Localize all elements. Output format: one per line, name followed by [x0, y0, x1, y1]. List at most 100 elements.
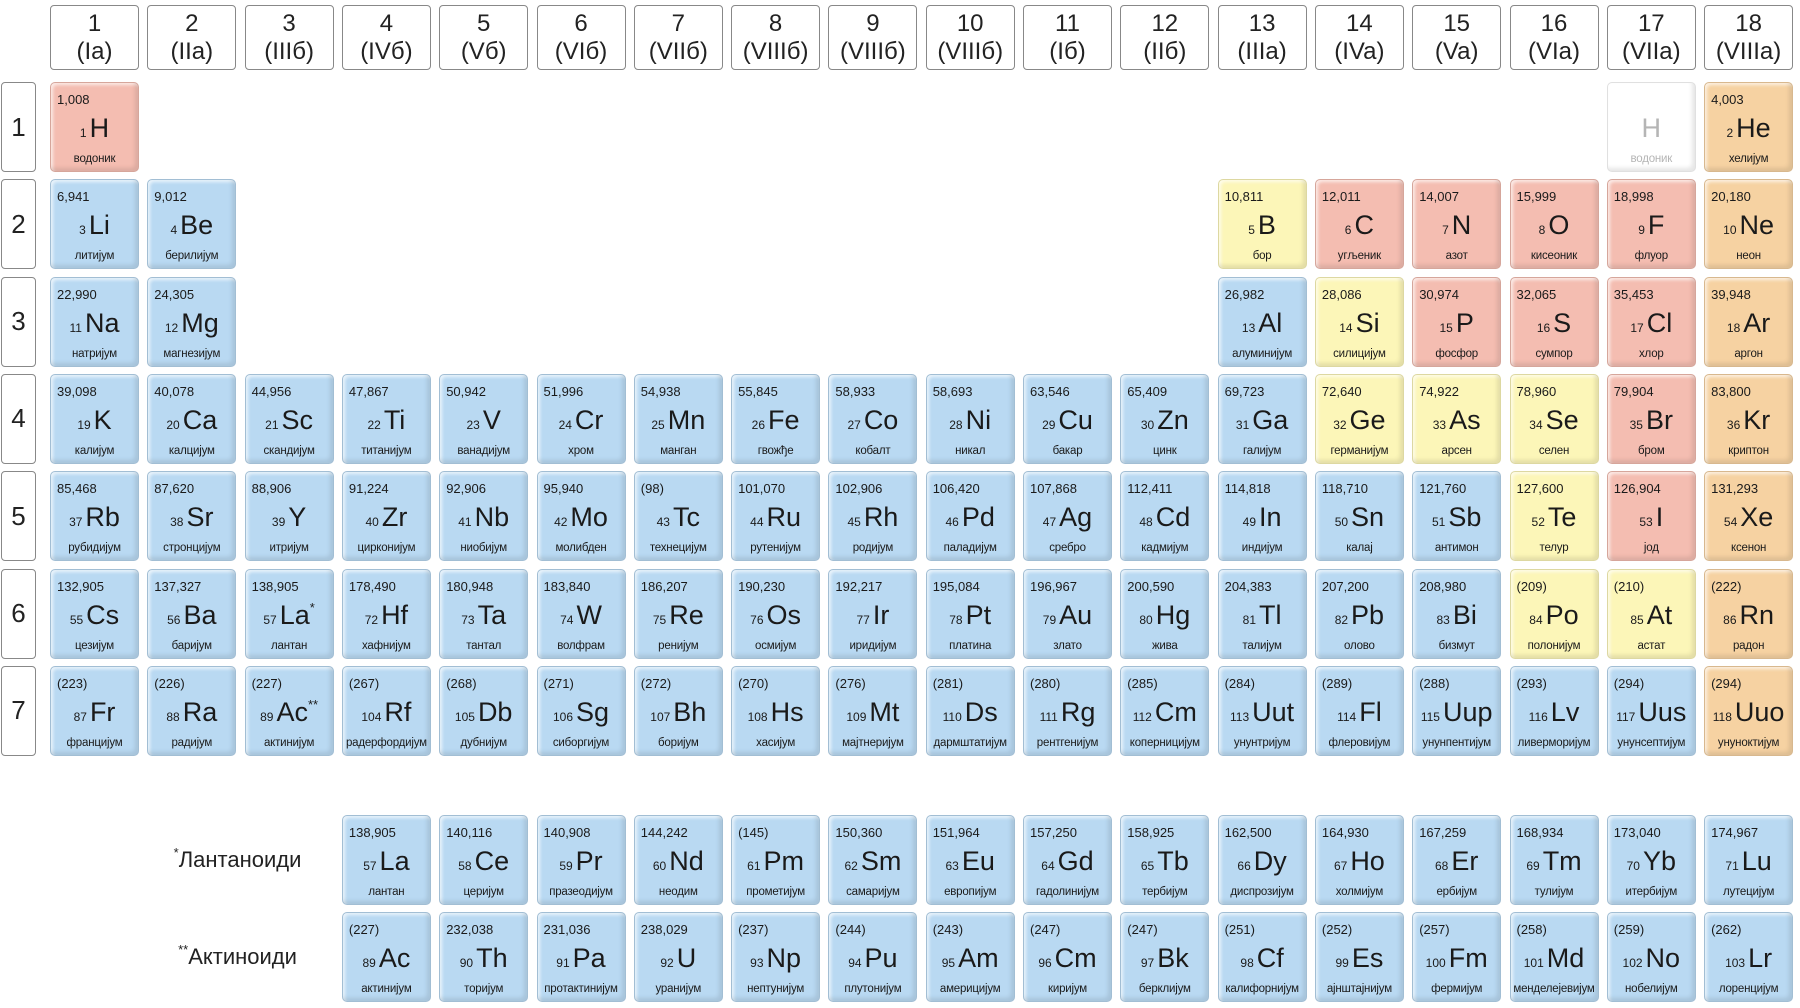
element-cell: 140,116 58 Ce церијум	[439, 815, 529, 905]
element-symbol: Hf	[381, 599, 409, 630]
element-name: уранијум	[655, 983, 702, 996]
atomic-number: 73	[461, 612, 475, 627]
element-cell: 118,710 50 Sn калај	[1314, 471, 1404, 562]
element-cell: 78,960 34 Se селен	[1509, 373, 1599, 464]
element-cell: 26,982 13 Al алуминијум	[1217, 276, 1307, 367]
element-symbol: H	[89, 113, 110, 143]
atomic-mass: 140,908	[543, 825, 591, 840]
group-roman: (IIIб)	[264, 37, 314, 65]
element-name: скандијум	[263, 444, 315, 457]
element-symbol: Mo	[570, 502, 608, 533]
atomic-mass: 92,906	[446, 481, 486, 497]
atomic-mass: 12,011	[1321, 189, 1361, 205]
atomic-mass: (251)	[1224, 922, 1255, 938]
atomic-number: 71	[1725, 859, 1739, 873]
element-symbol: Sb	[1448, 502, 1482, 533]
element-cell: (294) 117 Uus унунсептијум	[1606, 665, 1696, 756]
element-name: полонијум	[1527, 639, 1581, 652]
element-cell: 39,948 18 Ar аргон	[1704, 276, 1794, 367]
symbol-line: 29 Cu	[1024, 405, 1111, 436]
group-number: 12	[1151, 9, 1179, 37]
element-symbol: Hs	[770, 696, 804, 727]
group-number: 10	[956, 9, 984, 37]
symbol-line: 17 Cl	[1608, 308, 1695, 339]
group-header: 3 (IIIб)	[244, 5, 334, 70]
atomic-number: 25	[651, 417, 665, 432]
symbol-line: 25 Mn	[635, 405, 722, 436]
atomic-mass: 4,003	[1711, 92, 1744, 107]
atomic-number: 1	[79, 126, 87, 140]
element-symbol: Tb	[1157, 846, 1189, 876]
element-name: рутенијум	[750, 542, 801, 555]
atomic-number: 37	[69, 515, 83, 530]
symbol-line: 69 Tm	[1511, 846, 1598, 877]
atomic-mass: (226)	[154, 675, 185, 691]
atomic-mass: 151,964	[932, 825, 980, 840]
element-symbol: Ca	[182, 404, 218, 435]
atomic-mass: 83,800	[1711, 383, 1751, 399]
atomic-number: 7	[1442, 223, 1449, 238]
element-name: бакар	[1052, 444, 1083, 457]
symbol-line: 37 Rb	[51, 502, 138, 533]
atomic-number: 46	[945, 515, 959, 530]
element-name: сребро	[1049, 542, 1086, 555]
atomic-number: 110	[942, 709, 962, 724]
symbol-line: 15 P	[1413, 308, 1500, 339]
group-roman: (IVa)	[1334, 37, 1385, 65]
element-symbol: La	[279, 599, 310, 630]
atomic-number: 104	[361, 709, 382, 724]
element-name: цинк	[1153, 444, 1177, 457]
element-name: арсен	[1441, 444, 1472, 457]
atomic-number: 3	[79, 223, 86, 238]
element-cell: (227) 89 Ac актинијум	[341, 912, 431, 1003]
symbol-line: 48 Cd	[1121, 502, 1208, 533]
atomic-mass: (145)	[738, 825, 769, 840]
element-symbol: Uup	[1442, 696, 1493, 727]
group-roman: (VIa)	[1527, 37, 1580, 65]
period-label: 5	[1, 471, 36, 562]
atomic-mass: 140,116	[446, 825, 493, 840]
symbol-line: 35 Br	[1608, 405, 1695, 436]
group-number: 7	[671, 9, 685, 37]
element-cell: 144,242 60 Nd неодим	[633, 815, 723, 905]
symbol-line: 79 Au	[1024, 600, 1111, 631]
element-symbol: Ne	[1739, 210, 1775, 241]
group-roman: (IIa)	[170, 37, 214, 65]
series-mark: *	[173, 845, 179, 860]
symbol-line: 101 Md	[1511, 943, 1598, 974]
element-name: итријум	[269, 542, 309, 555]
symbol-line: 10 Ne	[1705, 210, 1792, 241]
element-cell: (252) 99 Es ајнштајнијум	[1314, 912, 1404, 1003]
element-name: хром	[568, 444, 594, 457]
symbol-line: 109 Mt	[829, 697, 916, 728]
symbol-line: 95 Am	[927, 943, 1014, 974]
element-cell: 65,409 30 Zn цинк	[1120, 373, 1210, 464]
symbol-line: 51 Sb	[1413, 502, 1500, 533]
element-cell: (257) 100 Fm фермијум	[1412, 912, 1502, 1003]
element-symbol: Tc	[672, 502, 700, 533]
element-name: унунтријум	[1233, 736, 1291, 749]
atomic-number: 51	[1431, 515, 1446, 530]
element-symbol: Cd	[1155, 502, 1191, 533]
symbol-line: 110 Ds	[927, 697, 1014, 728]
symbol-line: 57 La*	[246, 600, 333, 631]
element-name: бизмут	[1438, 639, 1475, 652]
symbol-line: 45 Rh	[829, 502, 916, 533]
element-symbol: Os	[766, 599, 802, 630]
element-cell: 72,640 32 Ge германијум	[1314, 373, 1404, 464]
atomic-mass: 79,904	[1613, 383, 1654, 399]
element-cell: 137,327 56 Ba баријум	[147, 568, 237, 659]
element-cell: (247) 97 Bk берклијум	[1120, 912, 1210, 1003]
symbol-line: 87 Fr	[51, 697, 138, 728]
atomic-number: 53	[1639, 515, 1653, 530]
atomic-mass: (280)	[1030, 675, 1061, 691]
group-header: 12 (IIб)	[1120, 5, 1210, 70]
symbol-line: 42 Mo	[538, 502, 625, 533]
symbol-line: 88 Ra	[148, 697, 235, 728]
element-symbol: Nb	[474, 502, 510, 533]
atomic-mass: 58,933	[835, 383, 876, 399]
